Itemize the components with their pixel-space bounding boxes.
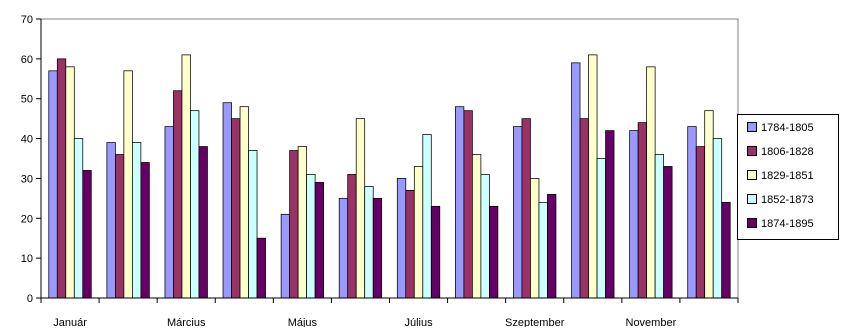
bar-Május-1806-1828 <box>289 150 299 299</box>
bar-November-1784-1805 <box>629 130 639 299</box>
bar-Július-1852-1873 <box>422 134 432 299</box>
bar-Február-1784-1805 <box>106 142 116 299</box>
x-tick-label: Július <box>404 317 433 327</box>
legend-item-4: 1852-1873 <box>747 193 814 207</box>
y-tick-label: 0 <box>27 293 33 305</box>
bar-Február-1852-1873 <box>132 142 142 299</box>
legend: 1784-1805 1806-1828 1829-1851 1852-1873 … <box>737 114 839 240</box>
legend-label-4: 1852-1873 <box>761 194 814 207</box>
bar-Május-1852-1873 <box>306 174 316 299</box>
bar-Április-1784-1805 <box>222 102 232 299</box>
legend-swatch-3 <box>747 170 757 181</box>
bar-Január-1829-1851 <box>65 66 75 299</box>
x-tick-label: Január <box>53 317 87 327</box>
x-tick-label: November <box>626 317 677 327</box>
bar-Október-1852-1873 <box>596 158 606 299</box>
bar-November-1806-1828 <box>637 122 647 299</box>
legend-swatch-2 <box>747 146 757 157</box>
bar-Augusztus-1852-1873 <box>480 174 490 299</box>
bar-Június-1806-1828 <box>347 174 357 299</box>
legend-swatch-1 <box>747 122 757 133</box>
bar-Július-1874-1895 <box>430 205 441 299</box>
bar-Szeptember-1852-1873 <box>538 201 548 299</box>
bar-Április-1829-1851 <box>239 106 249 299</box>
legend-label-1: 1784-1805 <box>761 122 814 135</box>
bar-Január-1874-1895 <box>82 170 92 299</box>
x-tick-label: Március <box>167 317 206 327</box>
bar-Október-1784-1805 <box>571 62 581 299</box>
legend-label-5: 1874-1895 <box>761 218 814 231</box>
bar-Szeptember-1806-1828 <box>521 118 531 299</box>
legend-item-5: 1874-1895 <box>747 217 814 231</box>
bar-Október-1874-1895 <box>605 130 615 299</box>
axes <box>40 19 738 299</box>
legend-label-3: 1829-1851 <box>761 170 814 183</box>
plot-area <box>40 18 739 299</box>
y-tick-label: 50 <box>21 94 33 106</box>
bar-November-1874-1895 <box>663 166 673 299</box>
legend-item-1: 1784-1805 <box>747 121 814 135</box>
legend-swatch-4 <box>747 194 757 205</box>
bar-Augusztus-1874-1895 <box>489 205 499 299</box>
bar-Február-1806-1828 <box>115 154 125 299</box>
bar-Augusztus-1784-1805 <box>455 106 465 299</box>
bar-Április-1806-1828 <box>231 118 241 299</box>
bar-Május-1829-1851 <box>297 146 307 299</box>
bar-Október-1829-1851 <box>588 54 598 299</box>
legend-item-3: 1829-1851 <box>747 169 814 183</box>
bar-December-1852-1873 <box>712 138 723 299</box>
y-tick-label: 70 <box>21 14 33 26</box>
bar-Március-1806-1828 <box>173 90 183 299</box>
bar-Szeptember-1829-1851 <box>530 178 540 299</box>
bar-Május-1784-1805 <box>280 213 290 299</box>
bar-December-1829-1851 <box>704 110 714 299</box>
bar-Augusztus-1829-1851 <box>472 154 482 299</box>
bar-Május-1874-1895 <box>314 182 324 299</box>
bar-Szeptember-1784-1805 <box>513 126 523 299</box>
bars-group <box>48 54 731 299</box>
bar-Augusztus-1806-1828 <box>463 110 473 299</box>
bar-Június-1874-1895 <box>372 197 383 299</box>
y-tick-label: 20 <box>21 213 33 225</box>
bar-Március-1852-1873 <box>190 110 200 299</box>
legend-label-2: 1806-1828 <box>761 146 814 159</box>
bar-Február-1874-1895 <box>140 162 150 299</box>
bar-Július-1829-1851 <box>413 166 424 299</box>
bar-Április-1874-1895 <box>256 237 266 299</box>
bar-Szeptember-1874-1895 <box>547 193 557 299</box>
bar-Október-1806-1828 <box>579 118 589 299</box>
bar-December-1874-1895 <box>721 201 731 299</box>
y-tick-label: 10 <box>21 253 33 265</box>
y-tick-label: 40 <box>21 134 33 146</box>
bar-December-1806-1828 <box>695 146 706 299</box>
y-tick-label: 30 <box>21 173 33 185</box>
bar-Július-1784-1805 <box>396 178 407 299</box>
bar-Június-1784-1805 <box>338 197 349 299</box>
x-tick-label: Szeptember <box>505 317 565 327</box>
bar-Január-1852-1873 <box>73 138 84 299</box>
bar-November-1829-1851 <box>646 66 656 299</box>
plot-frame <box>40 18 739 299</box>
bar-Január-1784-1805 <box>48 70 58 299</box>
x-axis-ticks: Január Március Május Július Szeptember Novemb… <box>40 298 739 329</box>
bar-Február-1829-1851 <box>123 70 133 299</box>
bar-Január-1806-1828 <box>56 58 67 299</box>
bar-Március-1874-1895 <box>198 146 208 299</box>
bar-November-1852-1873 <box>654 154 664 299</box>
legend-swatch-5 <box>747 218 757 229</box>
bar-December-1784-1805 <box>687 126 697 299</box>
bar-Július-1806-1828 <box>405 190 415 299</box>
bar-Június-1852-1873 <box>364 186 374 299</box>
y-tick-label: 60 <box>21 54 33 66</box>
bar-Március-1829-1851 <box>181 54 191 299</box>
legend-item-2: 1806-1828 <box>747 145 814 159</box>
bar-Március-1784-1805 <box>164 126 174 299</box>
bar-Április-1852-1873 <box>248 150 258 299</box>
x-tick-label: Május <box>288 317 318 327</box>
y-axis-ticks: 0 10 20 30 40 50 60 70 <box>21 14 41 305</box>
bar-Június-1829-1851 <box>355 118 366 299</box>
